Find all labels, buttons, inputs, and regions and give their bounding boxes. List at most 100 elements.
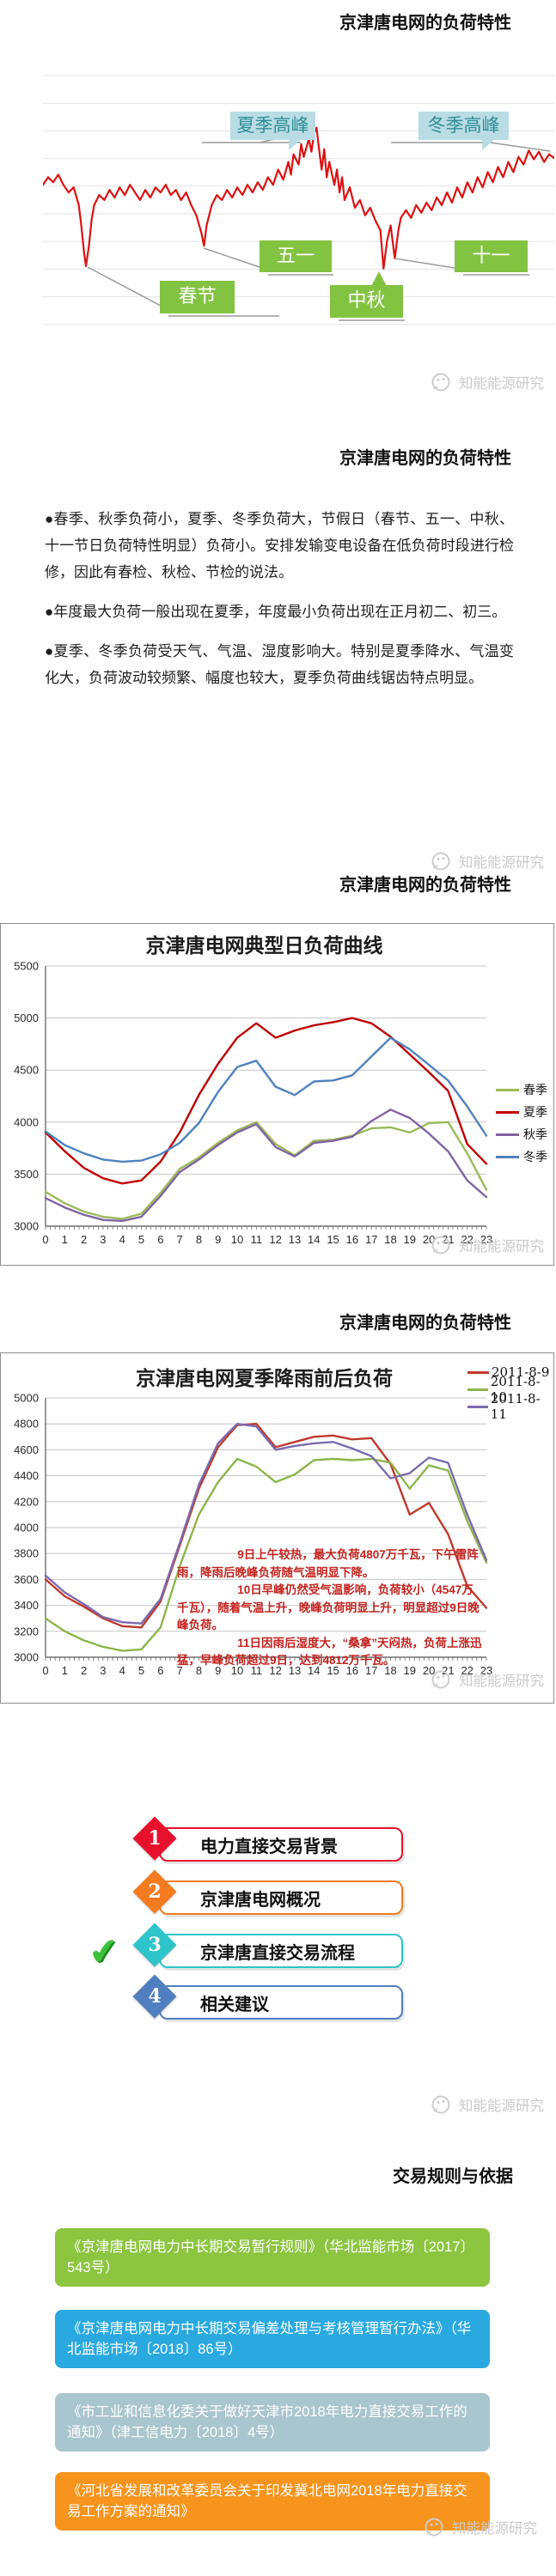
annotation-paragraph: 10日早峰仍然受气温影响，负荷较小（4547万千瓦），随着气温上升，晚峰负荷明显… bbox=[177, 1583, 480, 1631]
svg-text:17: 17 bbox=[365, 1664, 377, 1677]
watermark-text: 知能能源研究 bbox=[459, 1239, 544, 1255]
callout-summer-peak: 夏季高峰 bbox=[230, 112, 315, 150]
svg-text:5: 5 bbox=[138, 1664, 144, 1677]
svg-text:3800: 3800 bbox=[14, 1547, 39, 1560]
label-national-day: 十一 bbox=[455, 240, 528, 272]
rules-title: 交易规则与依据 bbox=[393, 2167, 513, 2186]
agenda-item-1: 电力直接交易背景 1 bbox=[0, 1816, 556, 1872]
svg-text:21: 21 bbox=[442, 1664, 454, 1677]
agenda-bar: 京津唐直接交易流程 bbox=[159, 1934, 403, 1968]
svg-text:16: 16 bbox=[346, 1664, 358, 1677]
svg-text:2: 2 bbox=[81, 1664, 87, 1677]
chart-annotation-text: 9日上午较热，最大负荷4807万千瓦，下午雷阵雨，降雨后晚峰负荷随气温明显下降。… bbox=[177, 1546, 485, 1670]
svg-text:6: 6 bbox=[157, 1664, 163, 1677]
svg-text:19: 19 bbox=[404, 1664, 416, 1677]
svg-text:10: 10 bbox=[231, 1664, 243, 1677]
chart-title: 京津唐电网典型日负荷曲线 bbox=[145, 934, 383, 957]
svg-text:0: 0 bbox=[42, 1664, 48, 1677]
svg-text:10: 10 bbox=[231, 1233, 243, 1246]
annotation-paragraph: 9日上午较热，最大负荷4807万千瓦，下午雷阵雨，降雨后晚峰负荷随气温明显下降。 bbox=[177, 1548, 479, 1579]
svg-text:1: 1 bbox=[62, 1233, 68, 1246]
svg-text:23: 23 bbox=[480, 1664, 492, 1677]
svg-text:4000: 4000 bbox=[14, 1115, 39, 1128]
legend-line-swatch bbox=[496, 1110, 519, 1114]
agenda-item-2: 京津唐电网概况 2 bbox=[0, 1869, 556, 1925]
legend-item: 2011-8-11 bbox=[467, 1391, 553, 1422]
svg-text:4000: 4000 bbox=[14, 1522, 39, 1534]
agenda-number-diamond: 1 bbox=[132, 1816, 177, 1861]
svg-text:4: 4 bbox=[119, 1233, 125, 1246]
legend-line-swatch bbox=[467, 1405, 488, 1408]
svg-text:4: 4 bbox=[119, 1664, 125, 1677]
wechat-logo-icon bbox=[431, 852, 450, 871]
slide1-title: 京津唐电网的负荷特性 bbox=[339, 14, 511, 33]
legend-line-swatch bbox=[496, 1088, 519, 1091]
agenda-label: 相关建议 bbox=[200, 1995, 269, 2014]
callout-winter-peak: 冬季高峰 bbox=[419, 112, 509, 150]
svg-text:1: 1 bbox=[62, 1664, 68, 1677]
callout-tail bbox=[482, 139, 495, 150]
legend-line-swatch bbox=[467, 1388, 488, 1391]
svg-text:7: 7 bbox=[177, 1233, 183, 1246]
svg-text:7: 7 bbox=[177, 1664, 183, 1677]
legend-item: 秋季 bbox=[496, 1123, 547, 1145]
rule-box-2: 《京津唐电网电力中长期交易偏差处理与考核管理暂行办法》（华北监能市场〔2018〕… bbox=[55, 2310, 490, 2368]
agenda-number-diamond: 3 bbox=[132, 1923, 177, 1967]
svg-text:15: 15 bbox=[327, 1233, 339, 1246]
svg-text:19: 19 bbox=[404, 1233, 416, 1246]
wechat-logo-icon bbox=[431, 373, 450, 392]
watermark: 知能能源研究 bbox=[424, 2516, 537, 2538]
svg-text:6: 6 bbox=[157, 1233, 163, 1246]
svg-text:15: 15 bbox=[327, 1664, 339, 1677]
svg-text:3: 3 bbox=[100, 1233, 106, 1246]
bullet-item: ●年度最大负荷一般出现在夏季，年度最小负荷出现在正月初二、初三。 bbox=[45, 604, 507, 620]
callout-winter-peak-label: 冬季高峰 bbox=[427, 115, 500, 136]
wechat-logo-icon bbox=[425, 2518, 443, 2537]
slide4-title: 京津唐电网的负荷特性 bbox=[339, 1314, 511, 1333]
legend: 春季 夏季 秋季 冬季 bbox=[496, 1078, 547, 1168]
annual-load-chart: 夏季高峰 冬季高峰 春节 五一 中秋 十一 bbox=[43, 73, 554, 327]
legend-item: 2011-8-10 bbox=[467, 1374, 553, 1405]
svg-text:4600: 4600 bbox=[14, 1443, 39, 1456]
svg-text:3500: 3500 bbox=[14, 1168, 39, 1181]
summer-rain-load-chart-card: 京津唐电网夏季降雨前后负荷 3000 3200 3400 3600 3800 4000 42… bbox=[0, 1352, 554, 1704]
label-tail bbox=[371, 271, 387, 286]
svg-text:22: 22 bbox=[461, 1233, 473, 1246]
watermark: 知能能源研究 bbox=[431, 2093, 544, 2116]
svg-text:22: 22 bbox=[461, 1664, 473, 1677]
wechat-logo-icon bbox=[431, 2095, 450, 2114]
agenda-item-3: 京津唐直接交易流程 3 bbox=[0, 1923, 556, 1978]
svg-text:20: 20 bbox=[423, 1664, 435, 1677]
svg-text:5000: 5000 bbox=[14, 1392, 39, 1405]
agenda-item-4: 相关建议 4 bbox=[0, 1974, 556, 2030]
rule-box-1: 《京津唐电网电力中长期交易暂行规则》（华北监能市场〔2017〕543号） bbox=[55, 2228, 490, 2287]
svg-text:9: 9 bbox=[215, 1233, 221, 1246]
svg-text:3000: 3000 bbox=[14, 1651, 39, 1664]
annotation-paragraph: 11日因雨后湿度大，“桑拿”天闷热，负荷上涨迅猛，早峰负荷超过9日，达到4812… bbox=[177, 1636, 482, 1668]
slide2-title: 京津唐电网的负荷特性 bbox=[339, 449, 511, 468]
slide3-title: 京津唐电网的负荷特性 bbox=[339, 876, 511, 895]
legend-line-swatch bbox=[467, 1370, 489, 1374]
label-spring-festival: 春节 bbox=[160, 281, 235, 313]
bullet-item: ●夏季、冬季负荷受天气、气温、湿度影响大。特别是夏季降水、气温变化大，负荷波动较… bbox=[45, 643, 514, 686]
svg-text:13: 13 bbox=[289, 1664, 301, 1677]
agenda-number-diamond: 4 bbox=[132, 1974, 177, 2019]
watermark-text: 知能能源研究 bbox=[459, 1674, 544, 1689]
label-may-day: 五一 bbox=[260, 240, 332, 272]
svg-text:23: 23 bbox=[480, 1233, 492, 1246]
typical-daily-load-chart-card: 京津唐电网典型日负荷曲线 3000 3500 4000 4500 5000 5500 0 1 2… bbox=[0, 923, 554, 1266]
wechat-logo-icon bbox=[431, 1670, 450, 1689]
svg-text:21: 21 bbox=[442, 1233, 454, 1246]
label-mid-autumn: 中秋 bbox=[330, 271, 403, 318]
svg-text:0: 0 bbox=[42, 1233, 48, 1246]
annual-load-curve-svg bbox=[43, 75, 554, 325]
watermark: 知能能源研究 bbox=[431, 1234, 544, 1256]
legend-item: 夏季 bbox=[496, 1101, 547, 1123]
svg-text:12: 12 bbox=[269, 1664, 281, 1677]
svg-text:14: 14 bbox=[308, 1664, 320, 1677]
svg-text:18: 18 bbox=[384, 1664, 396, 1677]
checkmark-icon: ✔ bbox=[86, 1929, 121, 1973]
svg-text:11: 11 bbox=[251, 1233, 263, 1246]
svg-text:16: 16 bbox=[346, 1233, 358, 1246]
